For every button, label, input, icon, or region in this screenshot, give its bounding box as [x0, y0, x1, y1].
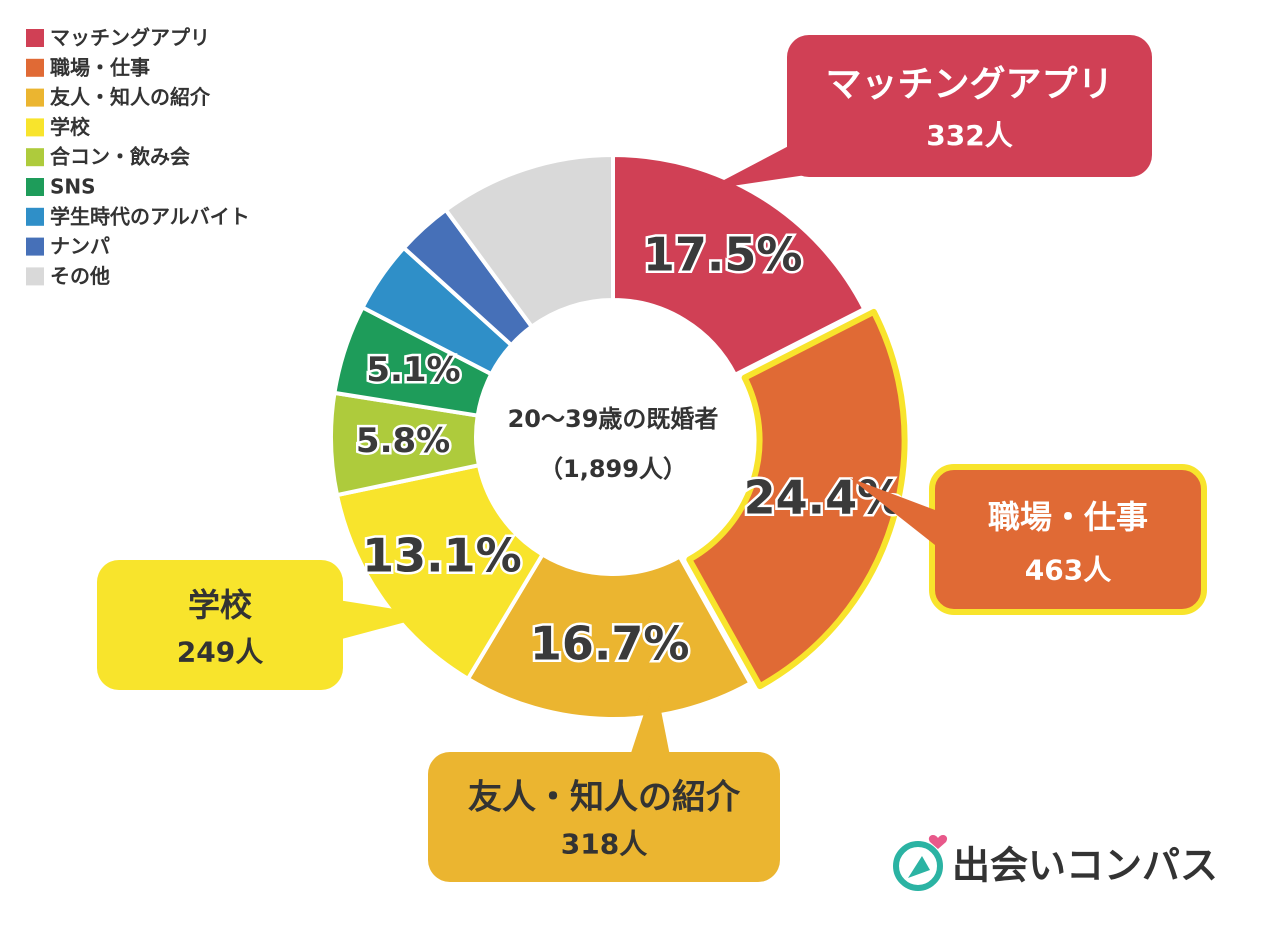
value-label: 13.1% [362, 528, 522, 582]
legend-swatch [26, 237, 44, 256]
callout-title: 学校 [188, 586, 252, 624]
donut-segment [443, 153, 615, 329]
callout-title: 友人・知人の紹介 [468, 777, 741, 817]
legend-label: マッチングアプリ [50, 26, 210, 50]
value-label: 17.5% [643, 227, 803, 281]
callout-pointer [338, 600, 432, 640]
legend-swatch [26, 88, 44, 107]
legend-swatch [26, 58, 44, 77]
callout-box [97, 560, 343, 690]
legend-swatch [26, 148, 44, 167]
center-text: 20〜39歳の既婚者 [508, 405, 719, 433]
callout: 学校 249人 [97, 560, 432, 690]
callout: 友人・知人の紹介 318人 [428, 680, 780, 882]
callout-title: マッチングアプリ [825, 64, 1113, 105]
logo-heart [928, 835, 948, 849]
legend-label: その他 [50, 264, 110, 288]
legend-label: 学生時代のアルバイト [50, 204, 250, 228]
callout-box [428, 752, 780, 882]
logo-needle [908, 856, 930, 878]
legend-swatch [26, 267, 44, 286]
center-text: （1,899人） [539, 455, 687, 483]
legend-swatch [26, 207, 44, 226]
legend-label: 友人・知人の紹介 [50, 85, 211, 109]
value-label: 16.7% [530, 616, 690, 670]
callout-title: 職場・仕事 [988, 498, 1148, 536]
callout-box [787, 35, 1152, 177]
donut-segment [611, 153, 867, 377]
legend-label: SNS [50, 175, 96, 199]
brand-name: 出会いコンパス [952, 844, 1218, 888]
value-label: 5.8% [356, 421, 450, 461]
logo-ring [893, 841, 943, 891]
value-label: 5.1% [366, 350, 460, 390]
donut-segment [686, 308, 908, 690]
legend-swatch [26, 178, 44, 196]
donut-segment [335, 463, 545, 681]
donut-segment [465, 552, 753, 721]
legend-swatch [26, 29, 44, 47]
value-label: 24.4% [744, 471, 904, 525]
callout: 職場・仕事 463人 [850, 464, 1207, 615]
callout: マッチングアプリ 332人 [705, 35, 1152, 190]
callout-pointer [705, 140, 840, 190]
legend-label: ナンパ [50, 234, 110, 258]
callout-count: 249人 [177, 636, 263, 669]
callout-count: 463人 [1025, 553, 1111, 586]
legend-label: 学校 [50, 115, 91, 139]
callout-box [929, 464, 1207, 615]
callout-count: 332人 [926, 119, 1012, 152]
brand-logo: 出会いコンパス [893, 835, 1218, 891]
callout-count: 318人 [561, 828, 647, 861]
callout-pointer [850, 478, 935, 545]
legend-label: 合コン・飲み会 [50, 145, 190, 169]
callout-pointer [630, 680, 670, 756]
legend-swatch [26, 118, 44, 137]
legend-label: 職場・仕事 [50, 55, 150, 79]
